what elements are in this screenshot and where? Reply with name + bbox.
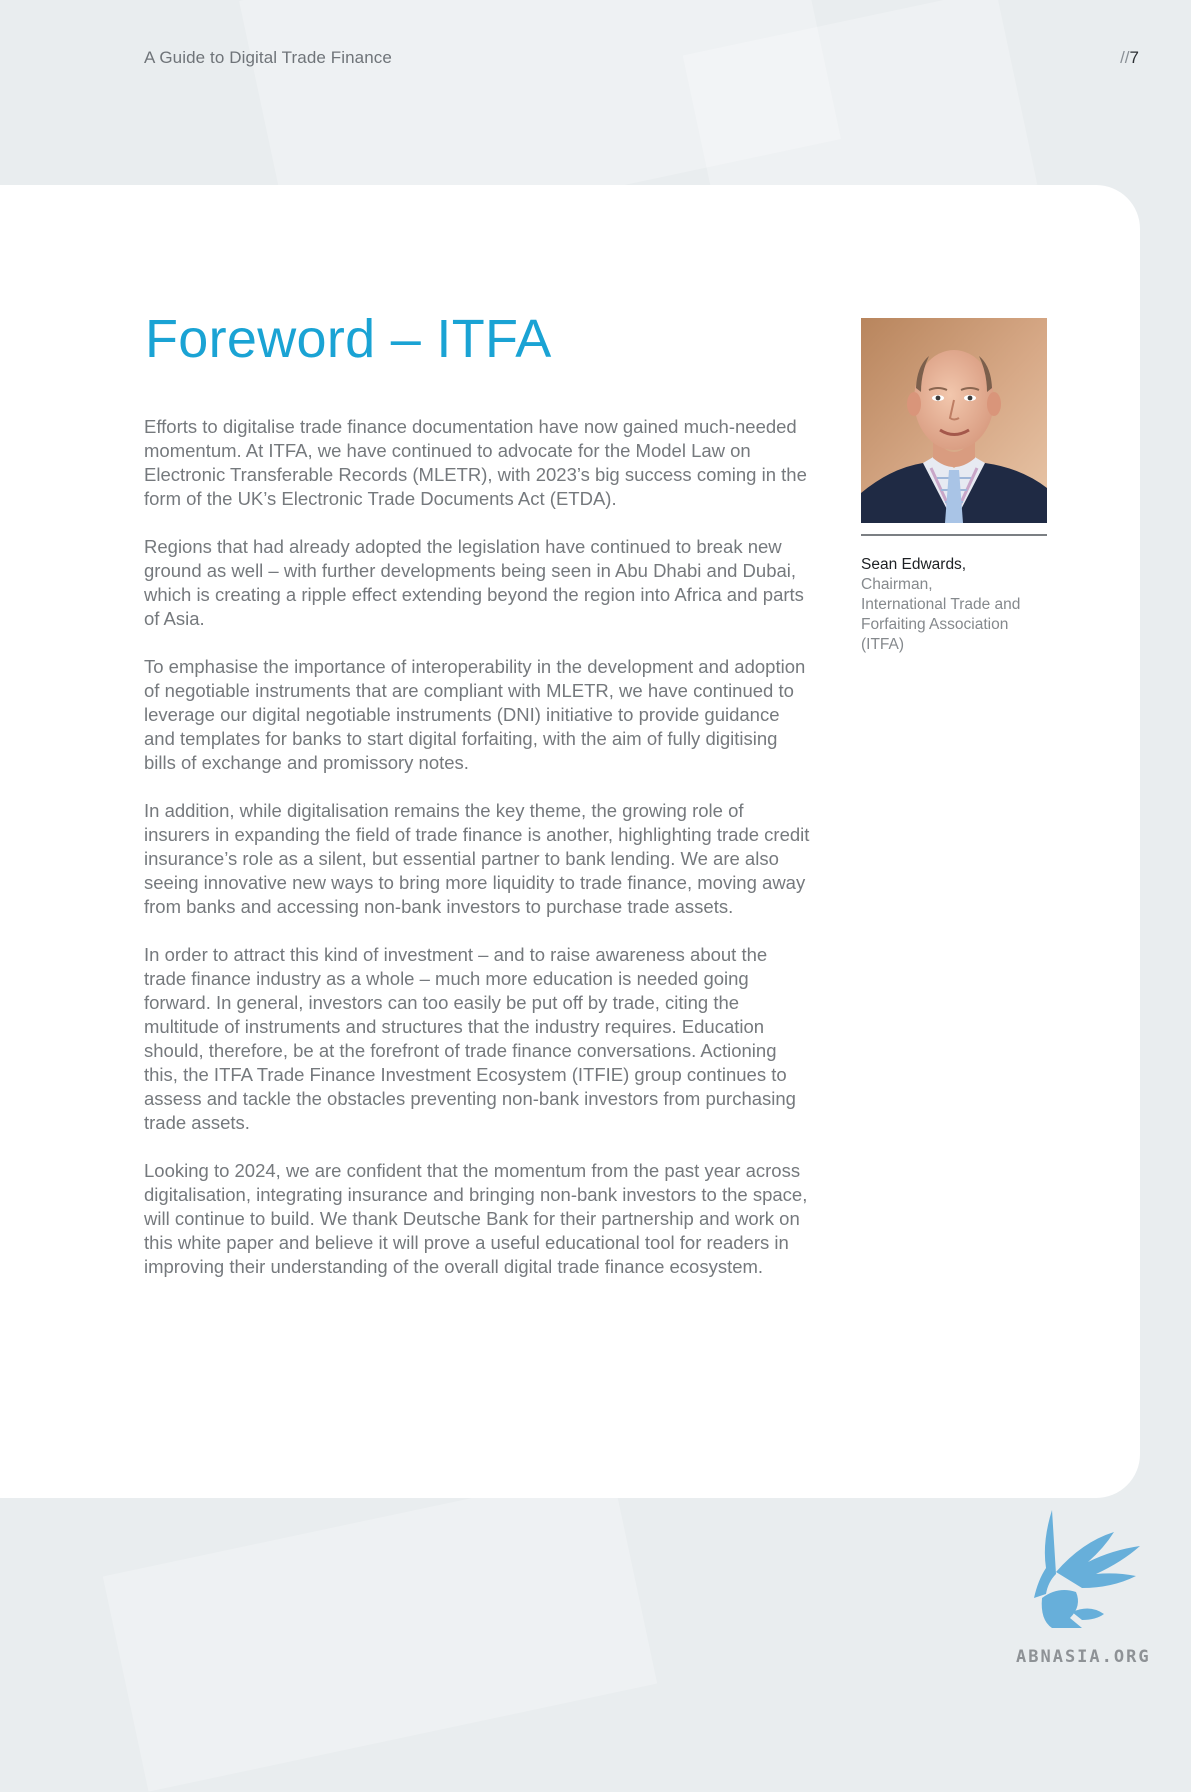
author-portrait — [861, 318, 1047, 523]
author-role-line: International Trade and — [861, 596, 1021, 613]
document-title: A Guide to Digital Trade Finance — [144, 48, 392, 67]
paragraph: In order to attract this kind of investm… — [144, 944, 796, 1133]
background-shape — [102, 1468, 658, 1792]
paragraph: To emphasise the importance of interoper… — [144, 656, 806, 773]
page-number-value: 7 — [1129, 48, 1139, 67]
paragraph: Efforts to digitalise trade finance docu… — [144, 416, 807, 509]
paragraph: Looking to 2024, we are confident that t… — [144, 1160, 808, 1277]
paragraph: In addition, while digitalisation remain… — [144, 800, 810, 917]
page-title: Foreword – ITFA — [145, 309, 552, 369]
author-role-line: Forfaiting Association — [861, 616, 1009, 633]
author-role-line: (ITFA) — [861, 636, 905, 653]
author-role-line: Chairman, — [861, 576, 933, 593]
griffin-logo-icon — [1012, 1502, 1152, 1632]
caption-divider — [861, 534, 1047, 536]
watermark-text: ABNASIA.ORG — [1016, 1647, 1151, 1667]
foreword-body: Efforts to digitalise trade finance docu… — [144, 415, 814, 1303]
page-number-prefix: // — [1120, 48, 1130, 67]
paragraph: Regions that had already adopted the leg… — [144, 536, 804, 629]
page-number: //7 — [1120, 48, 1139, 68]
author-caption: Sean Edwards, Chairman, International Tr… — [861, 555, 1061, 655]
author-name: Sean Edwards, — [861, 556, 967, 573]
